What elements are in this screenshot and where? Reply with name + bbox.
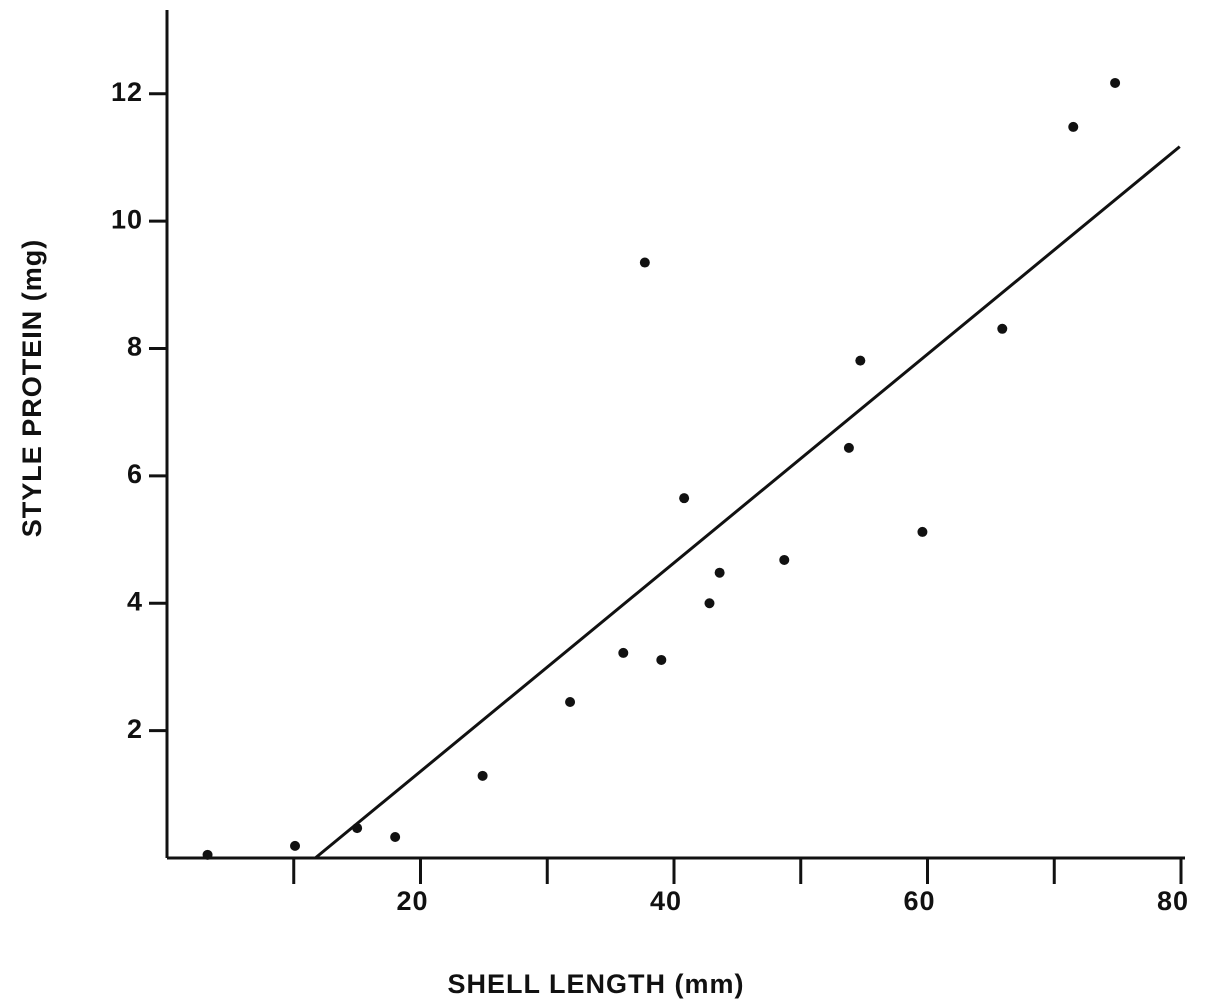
x-axis-label: SHELL LENGTH (mm) xyxy=(447,969,744,999)
point xyxy=(714,567,725,578)
y-tick-label: 2 xyxy=(127,714,143,744)
point xyxy=(843,442,854,453)
y-axis-label: STYLE PROTEIN (mg) xyxy=(17,239,47,538)
point xyxy=(855,355,866,366)
y-tick-label: 12 xyxy=(111,77,143,107)
regression-line xyxy=(314,145,1181,860)
point xyxy=(679,493,690,504)
y-tick-label: 4 xyxy=(127,586,143,616)
y-tick-label: 8 xyxy=(127,332,143,362)
point xyxy=(565,696,576,707)
y-tick-label: 6 xyxy=(127,459,143,489)
x-tick-label: 40 xyxy=(650,886,682,916)
point xyxy=(639,257,650,268)
point xyxy=(997,323,1008,334)
point xyxy=(390,831,401,842)
point xyxy=(477,770,488,781)
point xyxy=(779,554,790,565)
point xyxy=(290,840,301,851)
point xyxy=(618,647,629,658)
x-tick-label: 20 xyxy=(396,886,428,916)
point xyxy=(1068,121,1079,132)
x-tick-label: 60 xyxy=(903,886,935,916)
point xyxy=(704,598,715,609)
point xyxy=(656,654,667,665)
point xyxy=(1110,77,1121,88)
y-tick-label: 10 xyxy=(111,204,143,234)
point xyxy=(917,526,928,537)
point xyxy=(202,849,213,860)
x-tick-label: 80 xyxy=(1157,886,1189,916)
